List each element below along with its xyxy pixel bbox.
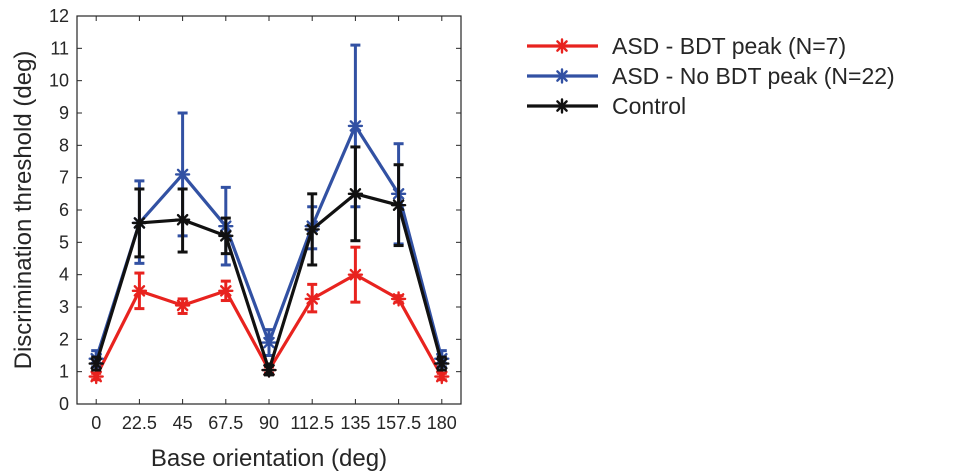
y-tick-label: 5 — [59, 232, 69, 252]
data-point-marker — [88, 368, 104, 385]
data-point-marker — [218, 283, 234, 299]
marker-stroke — [220, 285, 232, 297]
marker-stroke — [556, 100, 568, 112]
data-point-marker — [174, 297, 191, 314]
data-point-marker — [131, 215, 148, 231]
x-tick-label: 90 — [259, 413, 279, 433]
marker-stroke — [306, 293, 318, 305]
marker-stroke — [556, 40, 568, 52]
x-tick-label: 157.5 — [376, 413, 421, 433]
plot-frame — [76, 15, 462, 405]
y-tick-label: 8 — [59, 135, 69, 155]
marker-stroke — [436, 370, 448, 383]
series-line — [94, 273, 444, 378]
legend-label: ASD - BDT peak (N=7) — [612, 33, 846, 59]
y-tick-label: 9 — [59, 103, 69, 123]
x-tick-labels: 0 22.5 45 67.5 90 112.5 135 157.5 180 — [91, 413, 457, 433]
marker-stroke — [176, 299, 189, 312]
y-tick-label: 2 — [59, 329, 69, 349]
marker-stroke — [90, 370, 102, 383]
y-tick-label: 11 — [50, 38, 69, 58]
data-point-marker — [174, 211, 191, 228]
x-tick-label: 67.5 — [208, 413, 243, 433]
data-point-marker — [131, 283, 148, 299]
legend: ASD - BDT peak (N=7) ASD - No BDT peak (N… — [527, 33, 895, 119]
legend-item: ASD - BDT peak (N=7) — [527, 33, 846, 59]
data-point-marker — [261, 362, 277, 378]
data-point-marker — [390, 291, 407, 307]
data-point-marker — [554, 38, 570, 54]
marker-stroke — [556, 70, 568, 82]
x-tick-label: 112.5 — [290, 413, 334, 433]
data-point-marker — [304, 291, 320, 307]
data-point-marker — [174, 166, 191, 183]
y-tick-label: 0 — [59, 394, 69, 414]
legend-label: ASD - No BDT peak (N=22) — [612, 63, 895, 89]
data-point-marker — [347, 266, 364, 283]
marker-stroke — [392, 293, 405, 305]
marker-stroke — [176, 168, 189, 181]
y-tick-label: 3 — [59, 297, 69, 317]
legend-item: Control — [527, 93, 686, 119]
marker-stroke — [90, 357, 102, 370]
data-point-marker — [554, 98, 570, 114]
x-tick-label: 135 — [340, 413, 370, 433]
y-tick-label: 4 — [59, 265, 69, 285]
data-point-marker — [347, 186, 364, 202]
marker-stroke — [176, 213, 189, 226]
y-tick-label: 7 — [59, 168, 69, 188]
marker-stroke — [263, 336, 275, 349]
data-point-marker — [347, 118, 364, 134]
marker-stroke — [392, 199, 405, 211]
y-tick-label: 6 — [59, 200, 69, 220]
y-tick-label: 10 — [49, 71, 69, 91]
series-layer — [88, 43, 450, 385]
series-2 — [88, 145, 450, 378]
legend-item: ASD - No BDT peak (N=22) — [527, 63, 895, 89]
y-axis-label: Discrimination threshold (deg) — [10, 51, 37, 370]
x-tick-label: 0 — [91, 413, 101, 433]
data-point-marker — [88, 355, 104, 372]
marker-stroke — [220, 230, 232, 242]
data-point-marker — [554, 68, 570, 84]
marker-stroke — [133, 285, 146, 297]
marker-stroke — [436, 357, 448, 370]
marker-stroke — [263, 364, 275, 376]
x-axis-label: Base orientation (deg) — [151, 445, 387, 472]
y-tick-label: 12 — [49, 6, 69, 26]
data-point-marker — [434, 368, 450, 385]
data-point-marker — [390, 197, 407, 213]
marker-stroke — [349, 120, 362, 132]
x-tick-label: 22.5 — [122, 413, 157, 433]
marker-stroke — [133, 217, 146, 229]
data-point-marker — [218, 228, 234, 244]
legend-label: Control — [612, 93, 686, 119]
data-point-marker — [434, 355, 450, 372]
data-point-marker — [261, 334, 277, 351]
series-line — [94, 124, 444, 360]
x-tick-label: 180 — [427, 413, 457, 433]
marker-stroke — [306, 223, 318, 236]
data-point-marker — [304, 221, 320, 238]
marker-stroke — [349, 268, 362, 281]
marker-stroke — [349, 188, 362, 200]
y-tick-label: 1 — [59, 362, 69, 382]
x-tick-label: 45 — [173, 413, 193, 433]
